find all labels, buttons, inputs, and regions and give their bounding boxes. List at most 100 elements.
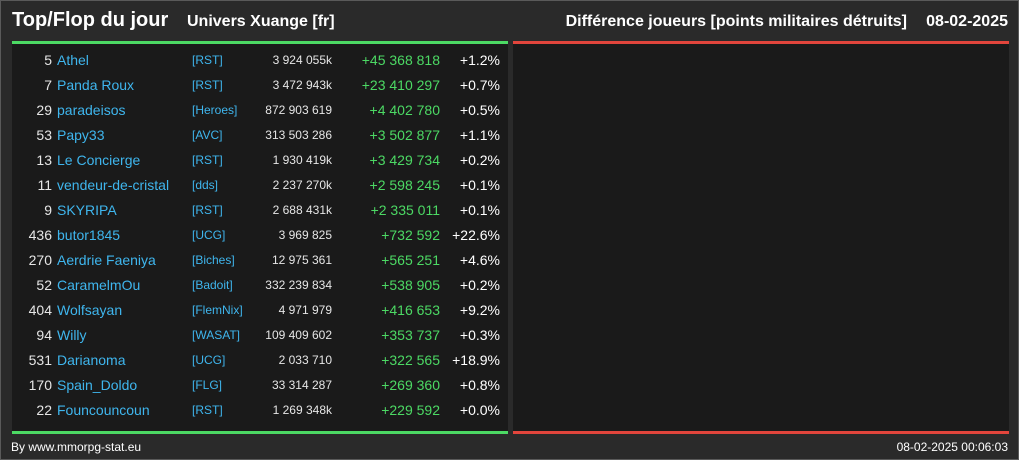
alliance-tag-link[interactable]: [UCG] — [192, 353, 226, 367]
player-points: 3 969 825 — [278, 228, 332, 242]
alliance-tag-link[interactable]: [WASAT] — [192, 328, 240, 342]
source-credit: By www.mmorpg-stat.eu — [11, 440, 142, 454]
universe-label: Univers Xuange [fr] — [187, 13, 335, 30]
alliance-tag-link[interactable]: [AVC] — [192, 128, 223, 142]
player-name-link[interactable]: Athel — [57, 52, 89, 68]
table-row: 436 butor1845 [UCG] 3 969 825 +732 592 +22.6% — [12, 223, 508, 248]
top-losers-divider-bottom — [513, 431, 1009, 434]
points-difference: +229 592 — [381, 402, 440, 418]
top-gainers-divider-bottom — [12, 431, 508, 434]
table-row: 170 Spain_Doldo [FLG] 33 314 287 +269 360 +0.… — [12, 373, 508, 398]
top-gainers-panel: 5 Athel [RST] 3 924 055k +45 368 818 +1.2% 7 Pa… — [12, 44, 508, 431]
points-difference: +538 905 — [381, 277, 440, 293]
alliance-tag-link[interactable]: [RST] — [192, 78, 223, 92]
percent-change: +1.2% — [459, 52, 500, 68]
alliance-tag-link[interactable]: [FLG] — [192, 378, 223, 392]
player-name-link[interactable]: Aerdrie Faeniya — [57, 252, 156, 268]
player-name-link[interactable]: vendeur-de-cristal — [57, 177, 170, 193]
percent-change: +0.2% — [459, 277, 500, 293]
table-row: 9 SKYRIPA [RST] 2 688 431k +2 335 011 +0.1% — [12, 198, 508, 223]
points-difference: +3 429 734 — [369, 152, 440, 168]
points-difference: +269 360 — [381, 377, 440, 393]
player-points: 1 930 419k — [272, 153, 332, 167]
player-points: 2 033 710 — [278, 353, 332, 367]
player-points: 313 503 286 — [265, 128, 332, 142]
player-rank: 7 — [44, 77, 52, 93]
table-row: 531 Darianoma [UCG] 2 033 710 +322 565 +18.9% — [12, 348, 508, 373]
table-row: 52 CaramelmOu [Badoit] 332 239 834 +538 905 +… — [12, 273, 508, 298]
player-name-link[interactable]: CaramelmOu — [57, 277, 141, 293]
player-points: 1 269 348k — [272, 403, 332, 417]
player-rank: 5 — [44, 52, 52, 68]
table-row: 404 Wolfsayan [FlemNix] 4 971 979 +416 653 +9… — [12, 298, 508, 323]
points-difference: +732 592 — [381, 227, 440, 243]
metric-label: Différence joueurs [points militaires dé… — [565, 13, 907, 30]
percent-change: +22.6% — [452, 227, 500, 243]
player-name-link[interactable]: Spain_Doldo — [57, 377, 138, 393]
player-points: 2 237 270k — [272, 178, 332, 192]
alliance-tag-link[interactable]: [UCG] — [192, 228, 226, 242]
player-rank: 13 — [36, 152, 52, 168]
player-points: 4 971 979 — [278, 303, 332, 317]
percent-change: +0.2% — [459, 152, 500, 168]
top-gainers-divider-top — [12, 41, 508, 44]
player-points: 109 409 602 — [265, 328, 332, 342]
alliance-tag-link[interactable]: [Badoit] — [192, 278, 233, 292]
alliance-tag-link[interactable]: [FlemNix] — [192, 303, 243, 317]
percent-change: +0.8% — [459, 377, 500, 393]
player-rank: 9 — [44, 202, 52, 218]
player-rank: 22 — [36, 402, 52, 418]
points-difference: +353 737 — [381, 327, 440, 343]
table-row: 29 paradeisos [Heroes] 872 903 619 +4 402 78… — [12, 98, 508, 123]
player-points: 12 975 361 — [271, 253, 332, 267]
alliance-tag-link[interactable]: [Heroes] — [192, 103, 238, 117]
player-name-link[interactable]: Darianoma — [57, 352, 126, 368]
generated-timestamp: 08-02-2025 00:06:03 — [896, 440, 1008, 454]
player-name-link[interactable]: butor1845 — [57, 227, 121, 243]
player-name-link[interactable]: Willy — [57, 327, 87, 343]
player-name-link[interactable]: SKYRIPA — [57, 202, 117, 218]
alliance-tag-link[interactable]: [dds] — [192, 178, 219, 192]
player-rank: 404 — [28, 302, 52, 318]
alliance-tag-link[interactable]: [RST] — [192, 153, 223, 167]
percent-change: +0.1% — [459, 202, 500, 218]
points-difference: +2 598 245 — [369, 177, 440, 193]
percent-change: +9.2% — [459, 302, 500, 318]
points-difference: +4 402 780 — [369, 102, 440, 118]
player-name-link[interactable]: Le Concierge — [57, 152, 141, 168]
alliance-tag-link[interactable]: [RST] — [192, 403, 223, 417]
table-row: 53 Papy33 [AVC] 313 503 286 +3 502 877 +1.1% — [12, 123, 508, 148]
points-difference: +2 335 011 — [370, 202, 440, 218]
player-rank: 52 — [36, 277, 52, 293]
player-name-link[interactable]: Wolfsayan — [57, 302, 123, 318]
player-points: 3 924 055k — [272, 53, 332, 67]
alliance-tag-link[interactable]: [RST] — [192, 53, 223, 67]
player-points: 872 903 619 — [265, 103, 332, 117]
player-rank: 270 — [28, 252, 52, 268]
player-rank: 11 — [37, 177, 52, 193]
player-name-link[interactable]: Panda Roux — [57, 77, 135, 93]
player-rank: 531 — [28, 352, 52, 368]
points-difference: +416 653 — [381, 302, 440, 318]
percent-change: +0.3% — [459, 327, 500, 343]
points-difference: +23 410 297 — [361, 77, 440, 93]
date-label: 08-02-2025 — [926, 13, 1008, 30]
player-name-link[interactable]: Founcouncoun — [57, 402, 150, 418]
player-name-link[interactable]: paradeisos — [57, 102, 126, 118]
table-row: 5 Athel [RST] 3 924 055k +45 368 818 +1.2% — [12, 48, 508, 73]
player-rank: 53 — [36, 127, 52, 143]
table-row: 94 Willy [WASAT] 109 409 602 +353 737 +0.3% — [12, 323, 508, 348]
player-points: 332 239 834 — [265, 278, 332, 292]
percent-change: +18.9% — [452, 352, 500, 368]
percent-change: +0.5% — [459, 102, 500, 118]
table-row: 7 Panda Roux [RST] 3 472 943k +23 410 297 +0.… — [12, 73, 508, 98]
table-row: 270 Aerdrie Faeniya [Biches] 12 975 361 +565… — [12, 248, 508, 273]
alliance-tag-link[interactable]: [RST] — [192, 203, 223, 217]
player-name-link[interactable]: Papy33 — [57, 127, 105, 143]
percent-change: +0.0% — [459, 402, 500, 418]
table-row: 11 vendeur-de-cristal [dds] 2 237 270k +2 59… — [12, 173, 508, 198]
alliance-tag-link[interactable]: [Biches] — [192, 253, 235, 267]
player-points: 2 688 431k — [272, 203, 332, 217]
percent-change: +0.1% — [459, 177, 500, 193]
